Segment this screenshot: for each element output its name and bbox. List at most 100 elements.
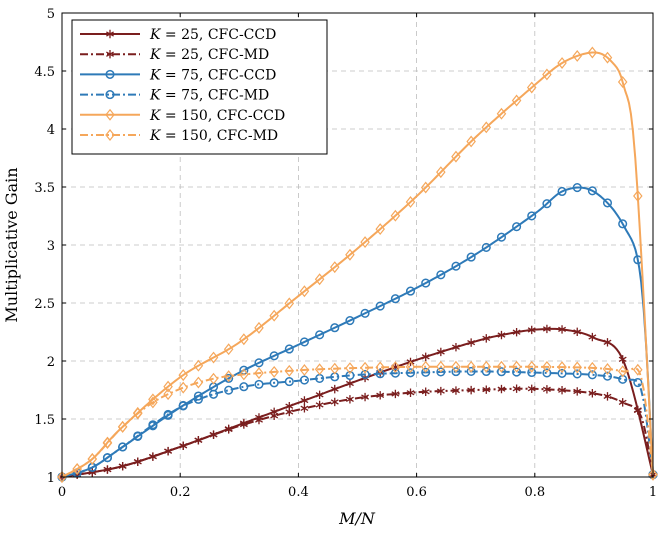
data-point <box>618 355 627 364</box>
series-line <box>61 370 654 478</box>
data-point <box>496 232 507 242</box>
data-point <box>572 49 583 62</box>
data-point <box>572 183 582 193</box>
data-point <box>557 368 567 378</box>
data-point <box>345 395 354 404</box>
data-point <box>436 270 446 280</box>
data-point <box>481 242 491 253</box>
data-point <box>133 457 142 466</box>
legend-label: K = 75, CFC-MD <box>149 88 269 104</box>
data-point <box>148 420 158 430</box>
data-point <box>390 294 400 304</box>
data-point <box>436 166 446 179</box>
data-point <box>315 390 324 399</box>
data-point <box>300 404 309 413</box>
data-point <box>285 407 294 417</box>
data-point <box>496 360 507 373</box>
data-point <box>178 369 188 382</box>
data-point <box>527 367 537 378</box>
data-point <box>466 252 476 262</box>
data-point <box>512 367 522 377</box>
data-point <box>511 360 522 373</box>
data-point <box>269 378 279 388</box>
y-tick-label: 3 <box>47 239 55 254</box>
data-point <box>420 181 431 194</box>
data-point <box>284 364 295 377</box>
data-point <box>602 198 613 208</box>
data-point <box>602 371 613 381</box>
data-point <box>633 378 643 388</box>
data-point <box>436 367 446 377</box>
data-point <box>132 407 143 420</box>
data-point <box>512 327 521 337</box>
data-point <box>466 135 476 148</box>
data-point <box>330 323 340 333</box>
data-point <box>102 453 112 463</box>
data-point <box>481 360 492 373</box>
legend-marker <box>105 108 115 121</box>
data-point <box>223 343 234 356</box>
data-point <box>118 461 127 471</box>
data-point <box>345 315 355 326</box>
data-point <box>193 391 203 401</box>
series-k-25-cfc-md <box>58 384 657 482</box>
data-point <box>421 278 431 288</box>
data-point <box>390 361 401 374</box>
data-point <box>239 368 249 381</box>
legend-marker <box>105 129 115 141</box>
data-point <box>481 121 492 134</box>
data-point <box>117 420 128 433</box>
data-point <box>284 297 295 310</box>
data-point <box>420 360 431 373</box>
data-point <box>103 465 112 474</box>
data-point <box>375 361 385 374</box>
data-point <box>209 430 218 440</box>
data-point <box>511 94 522 107</box>
data-point <box>315 330 325 340</box>
data-point <box>224 373 234 383</box>
data-point <box>602 363 613 375</box>
data-point <box>254 321 264 334</box>
legend-label: K = 25, CFC-CCD <box>149 27 276 43</box>
axis-ticks: 0 0.2 0.4 0.6 0.8 1 1 1.5 2 2.5 3 3.5 4 4.5 5 <box>34 7 657 500</box>
legend-item: K = 75, CFC-CCD <box>80 67 276 83</box>
x-tick-label: 0.2 <box>170 485 191 500</box>
data-point <box>467 385 476 395</box>
data-point <box>178 381 188 394</box>
data-point <box>360 308 370 318</box>
data-point <box>254 367 264 380</box>
data-point <box>466 360 476 373</box>
data-point <box>482 385 491 394</box>
data-point <box>163 388 173 401</box>
data-point <box>451 360 461 373</box>
data-point <box>345 379 354 388</box>
data-point <box>299 285 310 298</box>
legend-label: K = 25, CFC-MD <box>149 47 269 63</box>
data-point <box>542 68 552 81</box>
data-point <box>512 222 522 232</box>
x-tick-label: 0 <box>58 485 66 500</box>
series-markers <box>57 360 658 483</box>
legend-marker <box>106 29 114 39</box>
data-point <box>558 386 567 395</box>
data-point <box>405 196 416 208</box>
data-point <box>542 360 552 373</box>
data-point <box>451 261 461 271</box>
data-point <box>254 358 264 368</box>
series-line <box>61 387 654 478</box>
data-point <box>193 359 204 372</box>
series-k-75-cfc-md <box>57 366 658 482</box>
data-point <box>376 391 385 400</box>
data-point <box>360 361 370 374</box>
data-point <box>239 382 249 392</box>
data-point <box>329 261 340 274</box>
data-point <box>467 338 476 347</box>
data-point <box>270 411 279 421</box>
data-point <box>558 325 567 334</box>
legend-label: K = 75, CFC-CCD <box>149 67 276 83</box>
series-k-75-cfc-ccd <box>57 183 658 482</box>
data-point <box>405 286 416 296</box>
legend-label: K = 150, CFC-CCD <box>149 108 285 124</box>
data-point <box>148 393 158 406</box>
data-point <box>557 361 567 374</box>
